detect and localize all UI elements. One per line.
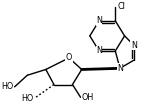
Text: N: N bbox=[96, 16, 102, 25]
Text: HO: HO bbox=[21, 94, 34, 103]
Text: OH: OH bbox=[82, 93, 94, 102]
Text: Cl: Cl bbox=[117, 2, 125, 11]
Text: O: O bbox=[66, 53, 72, 62]
Text: N: N bbox=[131, 41, 137, 50]
Text: N: N bbox=[96, 46, 102, 55]
Text: N: N bbox=[117, 64, 123, 73]
Text: HO: HO bbox=[1, 82, 13, 91]
